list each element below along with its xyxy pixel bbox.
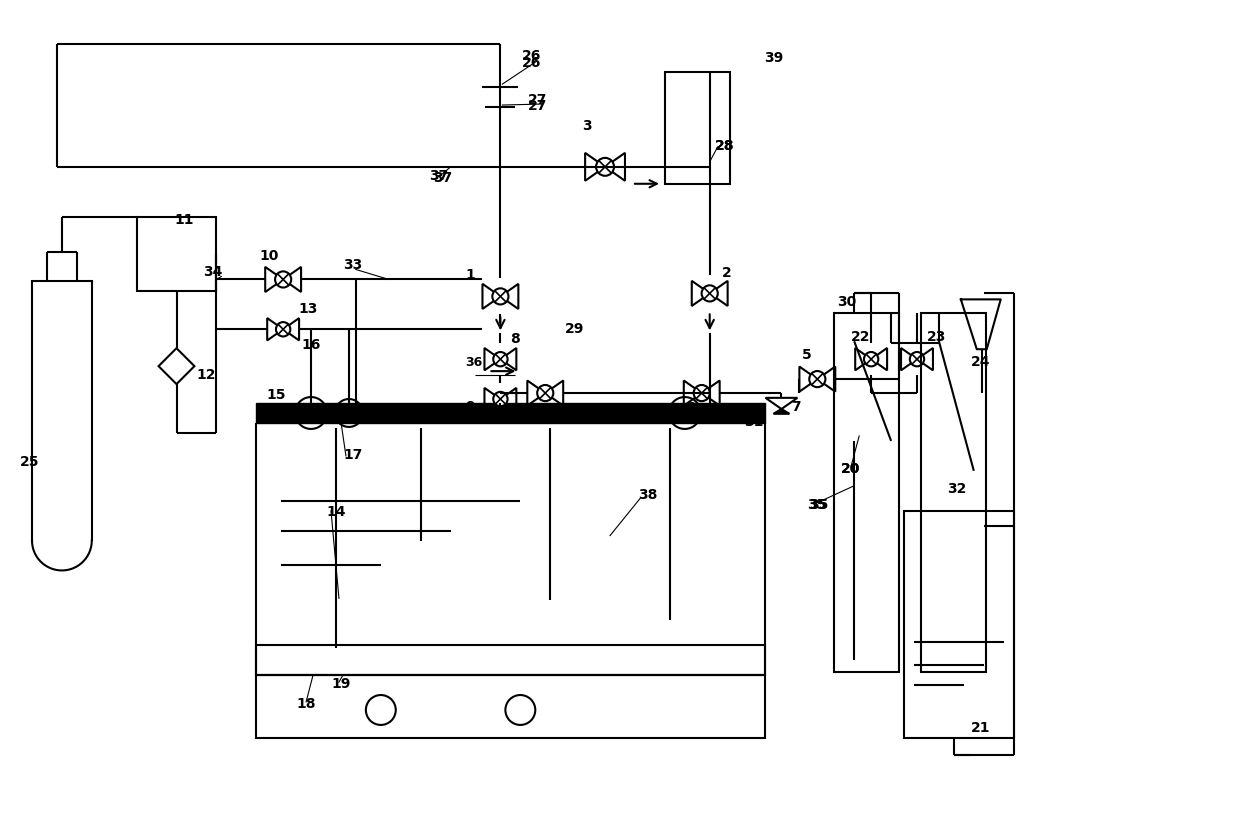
Bar xyxy=(665,72,729,184)
Text: 14: 14 xyxy=(326,505,346,519)
Text: 39: 39 xyxy=(765,51,784,65)
Text: 13: 13 xyxy=(298,302,317,316)
Text: 11: 11 xyxy=(175,213,195,227)
Text: 31: 31 xyxy=(744,415,764,429)
Text: 24: 24 xyxy=(971,355,991,369)
Text: 4: 4 xyxy=(538,402,548,416)
Circle shape xyxy=(693,385,709,401)
Text: 27: 27 xyxy=(528,93,548,107)
Text: 27: 27 xyxy=(528,99,548,113)
Text: 22: 22 xyxy=(851,330,870,344)
Bar xyxy=(257,675,765,738)
Text: 35: 35 xyxy=(807,498,827,511)
Circle shape xyxy=(275,272,291,287)
Text: 1: 1 xyxy=(465,268,475,282)
Text: 8: 8 xyxy=(511,333,520,346)
Text: 15: 15 xyxy=(267,388,285,402)
Text: 17: 17 xyxy=(343,447,362,462)
Circle shape xyxy=(910,352,924,366)
Text: 16: 16 xyxy=(301,338,320,352)
Text: 10: 10 xyxy=(259,249,279,263)
Circle shape xyxy=(537,385,553,401)
Circle shape xyxy=(345,409,353,417)
Bar xyxy=(835,314,899,672)
Circle shape xyxy=(494,392,507,406)
Bar xyxy=(257,403,765,423)
Text: 28: 28 xyxy=(714,139,734,153)
Text: 28: 28 xyxy=(714,139,734,153)
Text: 7: 7 xyxy=(791,400,801,414)
Text: 33: 33 xyxy=(343,259,362,273)
Text: 34: 34 xyxy=(203,265,223,279)
Bar xyxy=(257,645,765,675)
Text: 5: 5 xyxy=(801,348,811,362)
Text: 35: 35 xyxy=(810,498,828,511)
Text: 20: 20 xyxy=(841,461,861,476)
Text: 2: 2 xyxy=(722,267,732,281)
Circle shape xyxy=(680,408,689,418)
Circle shape xyxy=(492,288,508,305)
Text: 26: 26 xyxy=(522,56,542,70)
Bar xyxy=(904,511,1013,738)
Circle shape xyxy=(306,408,316,418)
Circle shape xyxy=(494,352,507,366)
Text: 3: 3 xyxy=(582,119,591,133)
Text: 36: 36 xyxy=(465,356,482,369)
Text: 26: 26 xyxy=(522,49,542,63)
Text: 21: 21 xyxy=(971,721,991,735)
Circle shape xyxy=(864,352,878,366)
Circle shape xyxy=(596,158,614,176)
Text: 29: 29 xyxy=(565,323,584,337)
Text: 25: 25 xyxy=(20,455,40,469)
Text: 18: 18 xyxy=(296,697,316,711)
Text: 12: 12 xyxy=(196,368,216,382)
Bar xyxy=(136,217,216,291)
Text: 19: 19 xyxy=(331,677,351,691)
Text: 9: 9 xyxy=(465,400,475,414)
Circle shape xyxy=(702,286,718,301)
Text: 37: 37 xyxy=(433,171,451,185)
Text: 6: 6 xyxy=(684,401,694,415)
Polygon shape xyxy=(774,409,790,414)
Circle shape xyxy=(810,371,826,388)
Bar xyxy=(921,314,986,672)
Circle shape xyxy=(277,322,290,337)
Text: 32: 32 xyxy=(947,482,966,496)
Text: 20: 20 xyxy=(841,461,861,476)
Text: 37: 37 xyxy=(429,169,448,183)
Text: 38: 38 xyxy=(637,488,657,502)
Text: 30: 30 xyxy=(837,296,857,310)
Text: 23: 23 xyxy=(928,330,946,344)
